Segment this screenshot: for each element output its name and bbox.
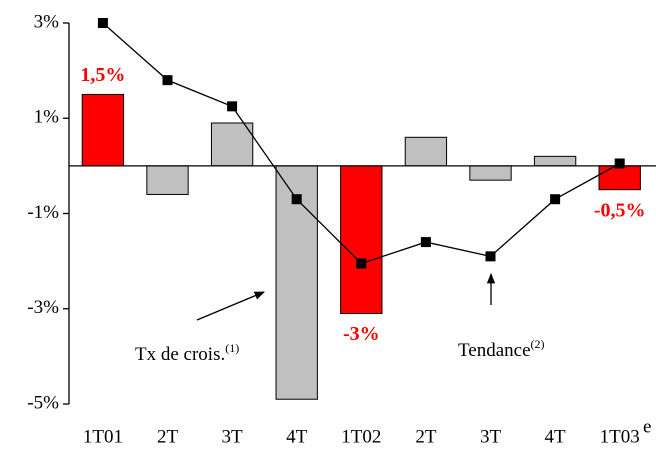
trend-marker	[291, 194, 302, 205]
trend-marker	[227, 101, 238, 112]
bar	[210, 122, 254, 167]
y-tick-label: -3%	[27, 297, 59, 318]
bar	[469, 165, 512, 181]
bar	[533, 155, 577, 167]
y-tick-label: 1%	[34, 107, 60, 128]
value-label: -3%	[343, 323, 380, 345]
y-tick-label: 3%	[34, 11, 60, 32]
x-tick-label: 3T	[480, 426, 502, 447]
bar	[598, 165, 641, 191]
trend-marker	[162, 75, 173, 86]
annotation-note: (2)	[531, 337, 545, 351]
trend-marker	[614, 158, 625, 169]
annotation-text: Tx de crois.	[135, 344, 225, 365]
x-tick-label: 4T	[286, 426, 308, 447]
trend-marker	[356, 258, 367, 269]
bar	[146, 165, 189, 195]
x-tick-label: 1T02	[341, 426, 381, 447]
value-label: 1,5%	[80, 64, 125, 86]
y-tick-label: -1%	[27, 202, 59, 223]
arrow	[196, 291, 265, 321]
trend-marker	[550, 194, 561, 205]
x-tick-label: 1T01	[83, 426, 123, 447]
annotation: Tx de crois.(1)	[135, 341, 239, 366]
annotation: e	[643, 416, 651, 437]
trend-marker	[420, 237, 431, 248]
trend-marker	[485, 251, 496, 262]
y-tick-label: -5%	[27, 392, 59, 413]
annotation: Tendance(2)	[458, 337, 545, 362]
value-label: -0,5%	[594, 199, 646, 221]
x-tick-label: 2T	[157, 426, 179, 447]
x-tick-label: 3T	[222, 426, 244, 447]
x-tick-label: 1T03	[600, 426, 640, 447]
x-tick-label: 2T	[415, 426, 437, 447]
bar	[275, 165, 318, 400]
annotation-note: (1)	[225, 341, 239, 355]
trend-marker	[97, 18, 108, 28]
annotation-text: Tendance	[458, 340, 531, 361]
bar	[404, 136, 448, 167]
bar	[340, 165, 383, 315]
bar	[81, 93, 125, 167]
x-tick-label: 4T	[545, 426, 567, 447]
